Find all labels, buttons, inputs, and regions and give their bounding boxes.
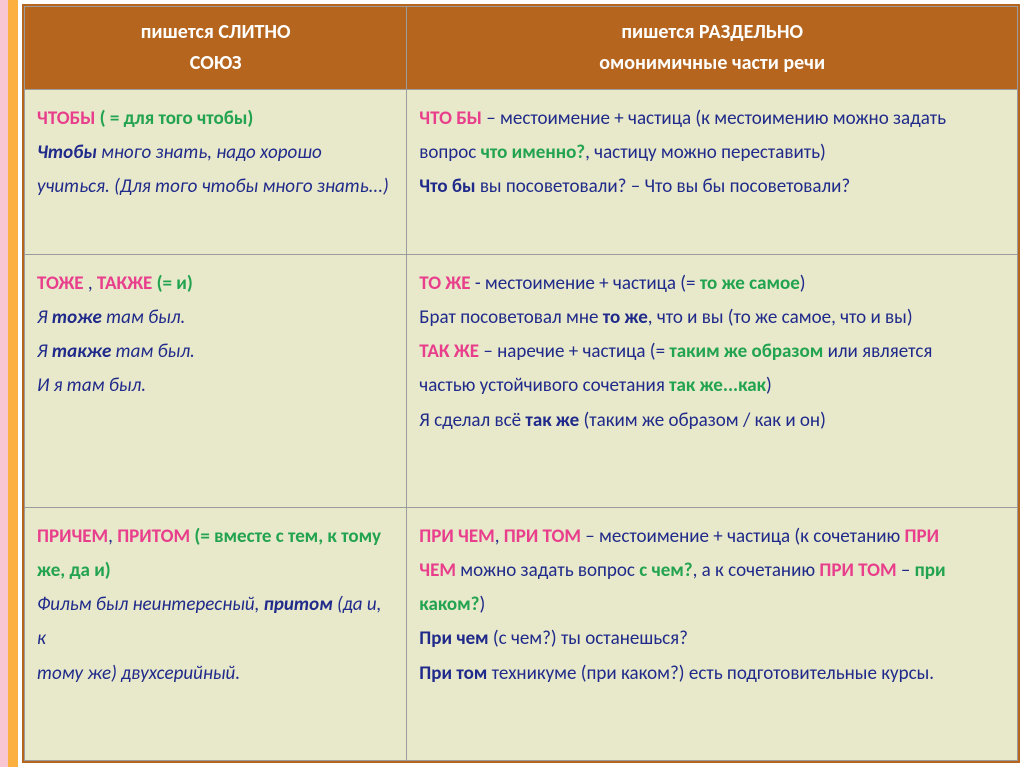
example: техникуме (при каком?) есть подготовител… xyxy=(492,662,934,685)
example: много знать, надо хорошо xyxy=(101,141,322,164)
example: Брат посоветовал мне xyxy=(419,306,602,329)
keyword: ПРИ ТОМ xyxy=(504,525,586,548)
header-right: пишется РАЗДЕЛЬНО омонимичные части речи xyxy=(407,7,1018,90)
text: ) xyxy=(766,374,772,397)
hint: каком? xyxy=(419,593,479,616)
text: – местоимение + частица (к местоимению м… xyxy=(486,107,946,130)
text: , xyxy=(108,525,117,548)
text: - местоимение + частица (= xyxy=(475,272,700,295)
keyword: ПРИ ТОМ xyxy=(819,559,901,582)
keyword: ПРИЧЕМ xyxy=(37,525,108,548)
side-accent-bar xyxy=(0,0,18,767)
keyword: ТО ЖЕ xyxy=(419,272,475,295)
text: , частицу можно переставить) xyxy=(585,141,826,164)
example: учиться. (Для того чтобы много знать...) xyxy=(37,175,389,198)
text: частью устойчивого сочетания xyxy=(419,374,669,397)
text: вопрос xyxy=(419,141,480,164)
text: – xyxy=(901,559,915,582)
example-bold: Что бы xyxy=(419,175,480,198)
example: там был. xyxy=(116,340,195,363)
hint: что именно? xyxy=(481,141,585,164)
cell-right-3: ПРИ ЧЕМ, ПРИ ТОМ – местоимение + частица… xyxy=(407,507,1018,760)
example: Я сделал всё xyxy=(419,409,525,432)
cell-right-1: ЧТО БЫ – местоимение + частица (к местои… xyxy=(407,90,1018,255)
example: Я xyxy=(37,340,52,363)
text: или является xyxy=(828,340,933,363)
hint: ( = для того чтобы) xyxy=(100,107,254,130)
header-left-line2: СОЮЗ xyxy=(190,51,242,75)
keyword: ПРИТОМ xyxy=(117,525,194,548)
cell-left-1: ЧТОБЫ ( = для того чтобы) Чтобы много зн… xyxy=(25,90,407,255)
hint: то же самое xyxy=(700,272,800,295)
text: , xyxy=(495,525,504,548)
cell-left-3: ПРИЧЕМ, ПРИТОМ (= вместе с тем, к тому ж… xyxy=(25,507,407,760)
example-bold: также xyxy=(52,340,116,363)
table-row: ТОЖЕ , ТАКЖЕ (= и) Я тоже там был. Я так… xyxy=(25,254,1018,507)
header-left-line1: пишется СЛИТНО xyxy=(141,20,291,44)
keyword: ЧТО БЫ xyxy=(419,107,486,130)
hint: (= и) xyxy=(157,272,193,295)
text: – наречие + частица (= xyxy=(483,340,669,363)
text: – местоимение + частица (к сочетанию xyxy=(585,525,904,548)
text: , xyxy=(88,272,97,295)
keyword: ТАКЖЕ xyxy=(97,272,157,295)
keyword: ЧТОБЫ xyxy=(37,107,100,130)
hint: с чем? xyxy=(639,559,692,582)
example-bold: Чтобы xyxy=(37,141,101,164)
header-right-line2: омонимичные части речи xyxy=(599,51,825,75)
hint: таким же образом xyxy=(669,340,827,363)
example: Фильм был неинтересный, xyxy=(37,593,264,616)
cell-left-2: ТОЖЕ , ТАКЖЕ (= и) Я тоже там был. Я так… xyxy=(25,254,407,507)
text: ) xyxy=(800,272,806,295)
text: , а к сочетанию xyxy=(693,559,820,582)
hint: же, да и) xyxy=(37,559,111,582)
text: ) xyxy=(479,593,485,616)
keyword: ПРИ xyxy=(905,525,939,548)
example: Я xyxy=(37,306,52,329)
example: тому же) двухсерийный. xyxy=(37,662,240,685)
keyword: ТОЖЕ xyxy=(37,272,88,295)
example-bold: При чем xyxy=(419,627,493,650)
example-bold: При том xyxy=(419,662,491,685)
keyword: ЧЕМ xyxy=(419,559,460,582)
example: (с чем?) ты останешься? xyxy=(493,627,688,650)
cell-right-2: ТО ЖЕ - местоимение + частица (= то же с… xyxy=(407,254,1018,507)
table-header-row: пишется СЛИТНО СОЮЗ пишется РАЗДЕЛЬНО ом… xyxy=(25,7,1018,90)
example-bold: то же xyxy=(603,306,648,329)
table-row: ЧТОБЫ ( = для того чтобы) Чтобы много зн… xyxy=(25,90,1018,255)
example-bold: так же xyxy=(525,409,583,432)
hint: при xyxy=(915,559,946,582)
example-bold: притом xyxy=(264,593,337,616)
example-bold: тоже xyxy=(52,306,106,329)
example: , что и вы (то же самое, что и вы) xyxy=(648,306,913,329)
header-left: пишется СЛИТНО СОЮЗ xyxy=(25,7,407,90)
example: там был. xyxy=(106,306,185,329)
keyword: ТАК ЖЕ xyxy=(419,340,483,363)
hint: (= вместе с тем, к тому xyxy=(194,525,381,548)
table-row: ПРИЧЕМ, ПРИТОМ (= вместе с тем, к тому ж… xyxy=(25,507,1018,760)
hint: так же...как xyxy=(669,374,766,397)
header-right-line1: пишется РАЗДЕЛЬНО xyxy=(621,20,803,44)
keyword: ПРИ ЧЕМ xyxy=(419,525,494,548)
grammar-table-frame: пишется СЛИТНО СОЮЗ пишется РАЗДЕЛЬНО ом… xyxy=(22,4,1020,763)
example: И я там был. xyxy=(37,374,146,397)
grammar-table: пишется СЛИТНО СОЮЗ пишется РАЗДЕЛЬНО ом… xyxy=(24,6,1018,761)
example: вы посоветовали? – Что вы бы посоветовал… xyxy=(480,175,850,198)
text: можно задать вопрос xyxy=(460,559,639,582)
example: (таким же образом / как и он) xyxy=(583,409,825,432)
